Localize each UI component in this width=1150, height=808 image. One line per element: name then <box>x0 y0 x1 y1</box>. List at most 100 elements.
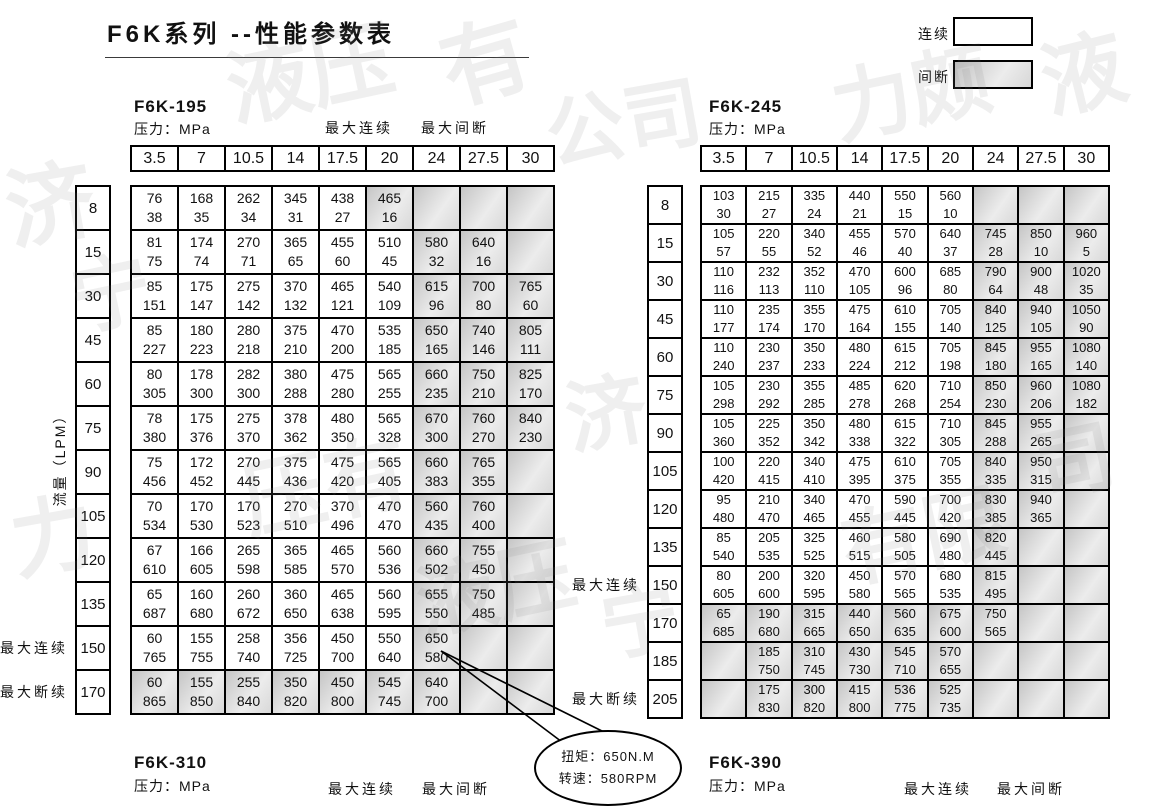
data-cell: 610 155 <box>883 301 927 337</box>
cell-continuous-value: 1050 <box>1071 302 1101 318</box>
cell-continuous-value: 685 <box>939 264 962 280</box>
cell-continuous-value: 615 <box>894 340 916 356</box>
cell-continuous-value: 615 <box>894 416 916 432</box>
cell-continuous-value: 805 <box>518 322 543 339</box>
data-cell: 465 638 <box>320 583 365 625</box>
data-cell: 80 305 <box>132 363 177 405</box>
cell-continuous-value: 360 <box>283 586 308 603</box>
cell-intermittent-value: 218 <box>236 341 261 357</box>
cell-continuous-value: 175 <box>758 682 780 698</box>
cell-intermittent-value: 285 <box>803 396 826 411</box>
cell-continuous-value: 380 <box>283 366 308 383</box>
cell-intermittent-value: 164 <box>848 320 871 335</box>
cell-intermittent-value: 540 <box>712 548 735 563</box>
cell-continuous-value: 160 <box>189 586 214 603</box>
data-cell: 745 28 <box>973 225 1018 261</box>
data-cell <box>1019 605 1063 641</box>
data-cell: 740 146 <box>461 319 506 361</box>
cell-continuous-value: 415 <box>848 682 871 698</box>
pressure-header-row: 3.5 7 10.5 14 17.5 20 24 27.5 30 <box>700 145 1110 172</box>
cell-intermittent-value: 515 <box>848 548 871 563</box>
cell-intermittent-value: 28 <box>988 244 1003 259</box>
cell-intermittent-value: 600 <box>758 586 780 601</box>
data-cell <box>1064 681 1108 717</box>
data-cell: 710 305 <box>928 415 972 451</box>
cell-continuous-value: 85 <box>146 278 163 295</box>
cell-continuous-value: 610 <box>894 302 916 318</box>
cell-intermittent-value: 650 <box>848 624 871 639</box>
cell-continuous-value: 660 <box>424 454 449 471</box>
cell-intermittent-value: 110 <box>803 282 825 297</box>
data-cell: 690 480 <box>928 529 972 565</box>
cell-intermittent-value: 38 <box>146 209 163 225</box>
cell-intermittent-value: 598 <box>236 561 261 577</box>
cell-continuous-value: 350 <box>803 416 826 432</box>
data-cell <box>1064 491 1108 527</box>
cell-continuous-value: 610 <box>894 454 916 470</box>
data-cell: 430 730 <box>837 643 882 679</box>
data-cell: 320 595 <box>792 567 836 603</box>
flow-header-cell: 60 <box>649 339 681 375</box>
data-cell: 105 57 <box>702 225 746 261</box>
cell-continuous-value: 265 <box>236 542 261 559</box>
cell-continuous-value: 475 <box>330 454 355 471</box>
cell-continuous-value: 545 <box>377 674 402 691</box>
cell-intermittent-value: 405 <box>377 473 402 489</box>
cell-intermittent-value: 300 <box>236 385 261 401</box>
data-cell: 110 240 <box>702 339 746 375</box>
pressure-header-cell: 7 <box>179 147 224 170</box>
data-cell: 260 672 <box>226 583 271 625</box>
data-cell: 225 352 <box>747 415 791 451</box>
cell-intermittent-value: 80 <box>943 282 958 297</box>
data-cell: 750 210 <box>461 363 506 405</box>
cell-continuous-value: 60 <box>146 674 163 691</box>
cell-continuous-value: 475 <box>330 366 355 383</box>
data-cell <box>1019 187 1063 223</box>
data-cell: 440 650 <box>837 605 882 641</box>
callout-torque: 扭矩：650N.M <box>561 748 655 764</box>
pressure-header-cell: 10.5 <box>226 147 271 170</box>
cell-intermittent-value: 730 <box>848 662 871 677</box>
cell-intermittent-value: 105 <box>1030 320 1052 335</box>
data-cell <box>461 187 506 229</box>
data-cell: 590 445 <box>883 491 927 527</box>
data-cell: 210 470 <box>747 491 791 527</box>
cell-continuous-value: 1080 <box>1071 340 1101 356</box>
cell-intermittent-value: 230 <box>984 396 1007 411</box>
cell-continuous-value: 378 <box>283 410 308 427</box>
data-cell: 845 180 <box>973 339 1018 375</box>
data-cell: 335 24 <box>792 187 836 223</box>
cell-intermittent-value: 765 <box>142 649 167 665</box>
row-side-label: 最大连续 <box>0 640 68 656</box>
cell-intermittent-value: 111 <box>519 341 542 357</box>
data-cell <box>1064 605 1108 641</box>
cell-continuous-value: 80 <box>716 568 731 584</box>
data-cell: 615 322 <box>883 415 927 451</box>
cell-continuous-value: 310 <box>803 644 826 660</box>
cell-intermittent-value: 600 <box>939 624 962 639</box>
cell-intermittent-value: 37 <box>943 244 958 259</box>
cell-intermittent-value: 470 <box>758 510 780 525</box>
cell-continuous-value: 275 <box>236 410 261 427</box>
flow-header-cell: 8 <box>77 187 109 229</box>
data-cell: 480 338 <box>837 415 882 451</box>
data-cell: 310 745 <box>792 643 836 679</box>
data-table-body: 103 30 215 27 335 24 440 21 550 15 560 10 105 57 220 55… <box>700 185 1110 719</box>
cell-intermittent-value: 116 <box>713 282 735 297</box>
cell-intermittent-value: 305 <box>939 434 962 449</box>
data-cell: 765 355 <box>461 451 506 493</box>
pressure-header-cell: 14 <box>273 147 318 170</box>
data-cell: 205 535 <box>747 529 791 565</box>
data-cell: 440 21 <box>837 187 882 223</box>
data-cell: 155 850 <box>179 671 224 713</box>
data-cell: 270 71 <box>226 231 271 273</box>
cell-continuous-value: 570 <box>939 644 962 660</box>
flow-header-cell: 170 <box>77 671 109 713</box>
data-cell: 610 375 <box>883 453 927 489</box>
data-cell <box>1064 529 1108 565</box>
cell-continuous-value: 260 <box>236 586 261 603</box>
data-cell: 85 151 <box>132 275 177 317</box>
cell-intermittent-value: 338 <box>848 434 871 449</box>
data-cell <box>973 681 1018 717</box>
data-cell: 270 445 <box>226 451 271 493</box>
